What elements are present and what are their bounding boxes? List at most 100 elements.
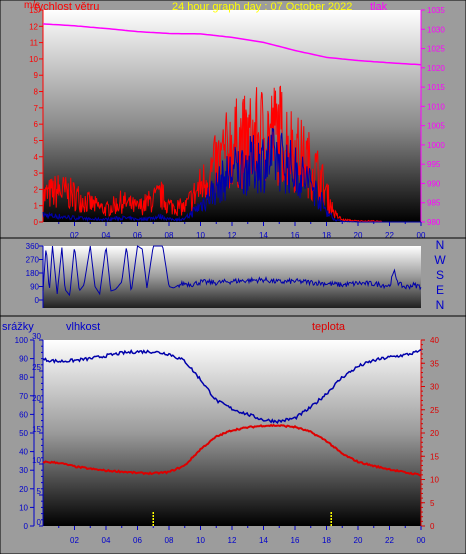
humidity-ytick-label: 15 (32, 425, 41, 434)
rain-ytick-label: 0 (24, 522, 29, 531)
compass-label: W (434, 253, 446, 267)
rain-ytick-label: 50 (19, 429, 28, 438)
temperature-ytick-label: 35 (430, 359, 439, 368)
direction-line (42, 245, 422, 297)
rain-ytick-label: 70 (19, 392, 28, 401)
weather-xtick-label: 20 (354, 536, 363, 545)
rain-ytick-label: 60 (19, 410, 28, 419)
direction-ytick-label: 270 (26, 256, 40, 265)
temperature-ytick-label: 40 (430, 336, 439, 345)
temperature-ytick-label: 15 (430, 452, 439, 461)
weather-xtick-label: 22 (385, 536, 394, 545)
rain-ytick-label: 80 (19, 373, 28, 382)
pressure-ytick-label: 985 (427, 199, 441, 208)
pressure-ytick-label: 995 (427, 160, 441, 169)
direction-plot-area (43, 246, 421, 308)
pressure-ytick-label: 1030 (427, 25, 445, 34)
wind-ytick-label: 1 (34, 202, 39, 211)
rain-ytick-label: 90 (19, 355, 28, 364)
wind-xtick-label: 08 (165, 231, 174, 240)
wind-ytick-label: 13 (29, 6, 38, 15)
wind-xtick-label: 10 (196, 231, 205, 240)
weather-xtick-label: 10 (196, 536, 205, 545)
compass-label: E (436, 283, 444, 297)
temperature-ytick-label: 20 (430, 429, 439, 438)
wind-ytick-label: 0 (34, 218, 39, 227)
temperature-ytick-label: 25 (430, 406, 439, 415)
pressure-ytick-label: 1005 (427, 122, 445, 131)
wind-ytick-label: 10 (29, 55, 38, 64)
wind-ytick-label: 3 (34, 169, 39, 178)
humidity-ytick-label: 20 (32, 394, 41, 403)
pressure-ytick-label: 1000 (427, 141, 445, 150)
wind-xtick-label: 16 (291, 231, 300, 240)
pressure-ytick-label: 1035 (427, 6, 445, 15)
wind-ytick-label: 9 (34, 71, 39, 80)
pressure-ytick-label: 1020 (427, 64, 445, 73)
direction-ytick-label: 90 (30, 283, 39, 292)
wind-xtick-label: 02 (70, 231, 79, 240)
humidity-ytick-label: 25 (32, 363, 41, 372)
wind-gust-line (42, 85, 421, 223)
rain-ytick-label: 30 (19, 466, 28, 475)
humidity-ytick-label: 5 (37, 487, 42, 496)
wind-plot-area (43, 10, 421, 222)
compass-label: S (436, 268, 444, 282)
pressure-ytick-label: 990 (427, 179, 441, 188)
direction-ytick-label: 180 (26, 269, 40, 278)
weather-plot-area (43, 340, 421, 526)
pressure-ytick-label: 980 (427, 218, 441, 227)
pressure-ytick-label: 1010 (427, 102, 445, 111)
wind-xtick-label: 22 (385, 231, 394, 240)
wind-xtick-label: 14 (259, 231, 268, 240)
temperature-ytick-label: 5 (430, 499, 435, 508)
direction-ytick-label: 0 (35, 296, 40, 305)
weather-xtick-label: 00 (417, 536, 426, 545)
rain-ytick-label: 100 (15, 336, 29, 345)
wind-xtick-label: 00 (417, 231, 426, 240)
weather-xtick-label: 12 (228, 536, 237, 545)
wind-ytick-label: 11 (30, 39, 39, 48)
weather-xtick-label: 06 (133, 536, 142, 545)
wind-unit-label: m/s (24, 0, 40, 11)
rain-ytick-label: 20 (19, 485, 28, 494)
humidity-ytick-label: 10 (32, 456, 41, 465)
wind-ytick-label: 4 (34, 153, 39, 162)
compass-label: N (436, 298, 445, 312)
wind-ytick-label: 6 (34, 120, 39, 129)
weather-xtick-label: 16 (291, 536, 300, 545)
humidity-line (42, 349, 422, 424)
wind-xtick-label: 06 (133, 231, 142, 240)
weather-xtick-label: 04 (102, 536, 111, 545)
direction-ytick-label: 360 (26, 242, 40, 251)
rain-ytick-label: 10 (19, 503, 28, 512)
wind-xtick-label: 04 (102, 231, 111, 240)
temperature-line (42, 423, 422, 477)
wind-ytick-label: 8 (34, 88, 39, 97)
compass-label: N (436, 238, 445, 252)
wind-speed-axis-title: rychlost větru (34, 1, 99, 13)
temperature-axis-title: teplota (312, 321, 346, 333)
pressure-line (42, 23, 422, 66)
rain-ytick-label: 40 (19, 448, 28, 457)
temperature-ytick-label: 0 (430, 522, 435, 531)
humidity-ytick-label: 0 (37, 518, 42, 527)
weather-xtick-label: 02 (70, 536, 79, 545)
pressure-axis-title: tlak (370, 1, 388, 13)
wind-ytick-label: 2 (34, 185, 39, 194)
wind-xtick-label: 18 (322, 231, 331, 240)
weather-xtick-label: 18 (322, 536, 331, 545)
wind-ytick-label: 5 (34, 136, 39, 145)
wind-ytick-label: 12 (29, 22, 38, 31)
wind-xtick-label: 12 (228, 231, 237, 240)
temperature-ytick-label: 10 (430, 476, 439, 485)
rain-axis-title: srážky (2, 321, 34, 333)
chart-title: 24 hour graph day : 07 October 2022 (172, 1, 352, 13)
humidity-ytick-label: 30 (32, 332, 41, 341)
wind-xtick-label: 20 (354, 231, 363, 240)
weather-xtick-label: 14 (259, 536, 268, 545)
pressure-ytick-label: 1015 (427, 83, 445, 92)
wind-ytick-label: 7 (34, 104, 39, 113)
